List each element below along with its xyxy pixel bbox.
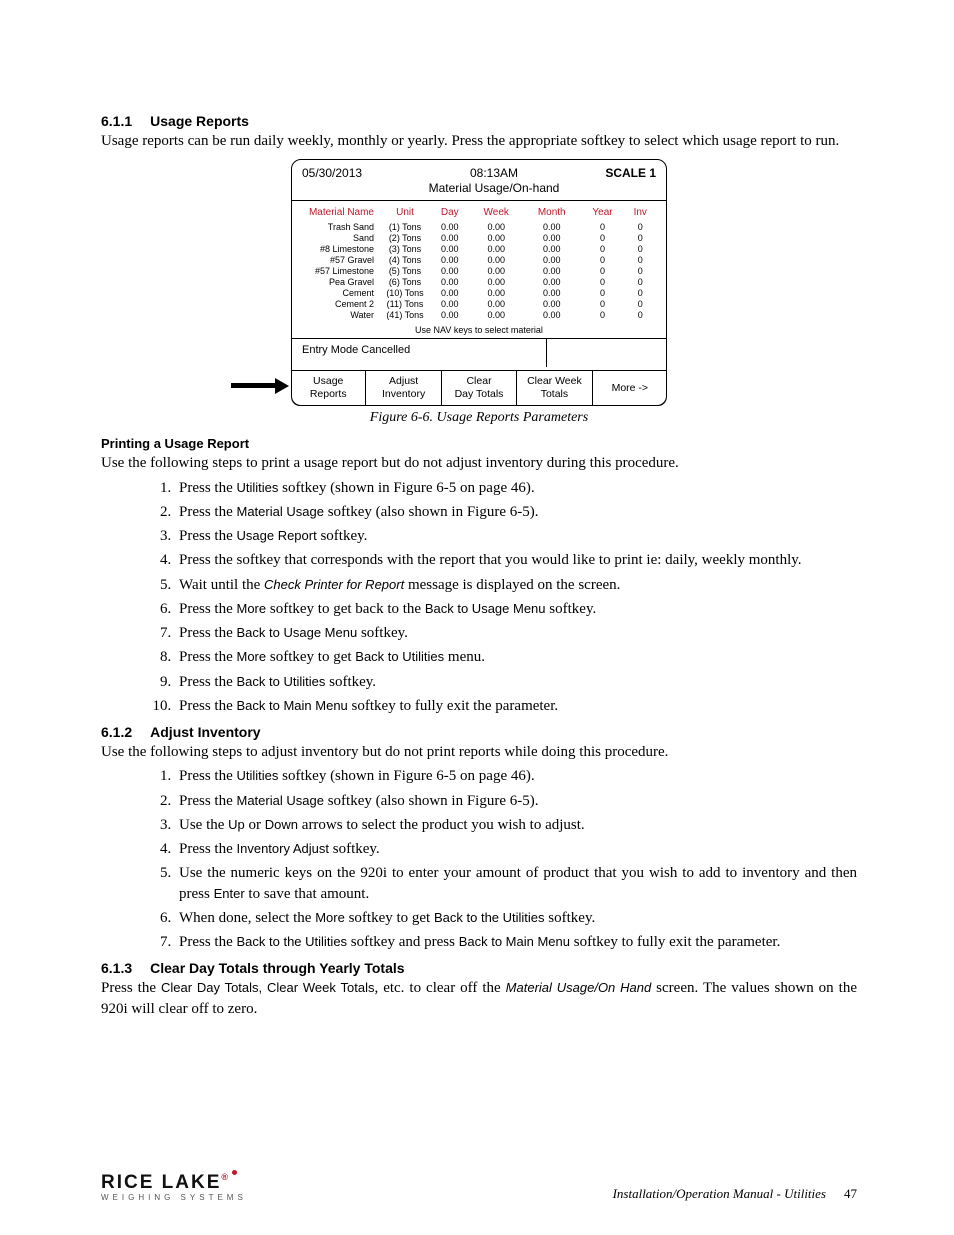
list-item: Press the More softkey to get back to th… <box>175 599 857 619</box>
nav-hint: Use NAV keys to select material <box>302 325 656 335</box>
table-row: Trash Sand(1) Tons0.000.000.0000 <box>302 221 656 232</box>
adjust-intro: Use the following steps to adjust invent… <box>101 742 857 762</box>
section-num: 6.1.2 <box>101 724 132 740</box>
entry-box <box>546 339 666 367</box>
list-item: Press the Inventory Adjust softkey. <box>175 839 857 859</box>
section-title: Clear Day Totals through Yearly Totals <box>150 960 404 976</box>
rice-lake-logo: RICE LAKE® WEIGHING SYSTEMS <box>101 1173 247 1202</box>
col-header: Month <box>523 207 581 221</box>
list-item: Press the More softkey to get Back to Ut… <box>175 647 857 667</box>
page-number: 47 <box>844 1186 857 1201</box>
softkey-button[interactable]: UsageReports <box>291 371 365 406</box>
table-row: #8 Limestone(3) Tons0.000.000.0000 <box>302 243 656 254</box>
table-row: Cement(10) Tons0.000.000.0000 <box>302 287 656 298</box>
callout-arrow-icon <box>231 380 289 390</box>
list-item: Press the Material Usage softkey (also s… <box>175 502 857 522</box>
screen-date: 05/30/2013 <box>302 166 392 180</box>
list-item: Press the Back to Usage Menu softkey. <box>175 623 857 643</box>
table-row: Pea Gravel(6) Tons0.000.000.0000 <box>302 276 656 287</box>
entry-mode-label: Entry Mode Cancelled <box>302 344 546 356</box>
col-header: Day <box>430 207 470 221</box>
print-intro: Use the following steps to print a usage… <box>101 453 857 473</box>
list-item: Press the Back to Main Menu softkey to f… <box>175 696 857 716</box>
footer-right: Installation/Operation Manual - Utilitie… <box>613 1186 857 1202</box>
list-item: Press the Back to Utilities softkey. <box>175 672 857 692</box>
list-item: Press the Material Usage softkey (also s… <box>175 791 857 811</box>
list-item: Press the Utilities softkey (shown in Fi… <box>175 478 857 498</box>
col-header: Unit <box>380 207 430 221</box>
table-row: Cement 2(11) Tons0.000.000.0000 <box>302 298 656 309</box>
section-heading-613: 6.1.3 Clear Day Totals through Yearly Tot… <box>101 960 857 976</box>
list-item: Press the Utilities softkey (shown in Fi… <box>175 766 857 786</box>
brand-tagline: WEIGHING SYSTEMS <box>101 1193 247 1202</box>
list-item: Press the Usage Report softkey. <box>175 526 857 546</box>
softkey-row: UsageReportsAdjustInventoryClearDay Tota… <box>291 370 667 406</box>
screen-time: 08:13AM <box>470 166 518 180</box>
page-footer: RICE LAKE® WEIGHING SYSTEMS Installation… <box>101 1173 857 1202</box>
screen-title: Material Usage/On-hand <box>429 181 560 195</box>
section-heading-612: 6.1.2 Adjust Inventory <box>101 724 857 740</box>
section-heading-611: 6.1.1 Usage Reports <box>101 113 857 129</box>
screen-scale: SCALE 1 <box>596 166 656 180</box>
col-header: Inv <box>625 207 657 221</box>
section-title: Usage Reports <box>150 113 249 129</box>
list-item: Wait until the Check Printer for Report … <box>175 575 857 595</box>
section-num: 6.1.1 <box>101 113 132 129</box>
section-num: 6.1.3 <box>101 960 132 976</box>
section-title: Adjust Inventory <box>150 724 260 740</box>
brand-text: RICE LAKE <box>101 1172 221 1193</box>
list-item: Use the Up or Down arrows to select the … <box>175 815 857 835</box>
softkey-button[interactable]: ClearDay Totals <box>441 371 516 406</box>
table-row: Sand(2) Tons0.000.000.0000 <box>302 232 656 243</box>
list-item: Press the softkey that corresponds with … <box>175 550 857 570</box>
adjust-steps: Press the Utilities softkey (shown in Fi… <box>101 766 857 952</box>
clear-para: Press the Clear Day Totals, Clear Week T… <box>101 978 857 1019</box>
manual-title: Installation/Operation Manual - Utilitie… <box>613 1186 826 1201</box>
divider <box>292 200 666 201</box>
list-item: Use the numeric keys on the 920i to ente… <box>175 863 857 904</box>
figure-6-6: 05/30/2013 08:13AM Material Usage/On-han… <box>291 159 667 406</box>
softkey-button[interactable]: Clear WeekTotals <box>516 371 591 406</box>
table-row: #57 Limestone(5) Tons0.000.000.0000 <box>302 265 656 276</box>
table-row: #57 Gravel(4) Tons0.000.000.0000 <box>302 254 656 265</box>
entry-mode-row: Entry Mode Cancelled <box>292 338 666 370</box>
print-steps: Press the Utilities softkey (shown in Fi… <box>101 478 857 717</box>
scale-screen: 05/30/2013 08:13AM Material Usage/On-han… <box>291 159 667 406</box>
subheading-print: Printing a Usage Report <box>101 436 857 451</box>
list-item: When done, select the More softkey to ge… <box>175 908 857 928</box>
intro-para: Usage reports can be run daily weekly, m… <box>101 131 857 151</box>
col-header: Week <box>470 207 523 221</box>
figure-caption: Figure 6-6. Usage Reports Parameters <box>101 410 857 426</box>
softkey-button[interactable]: AdjustInventory <box>365 371 440 406</box>
softkey-button[interactable]: More -> <box>592 371 667 406</box>
col-header: Material Name <box>302 207 380 221</box>
table-row: Water(41) Tons0.000.000.0000 <box>302 309 656 320</box>
registered-icon: ® <box>221 1172 230 1182</box>
material-table: Material NameUnitDayWeekMonthYearInv Tra… <box>302 207 656 320</box>
list-item: Press the Back to the Utilities softkey … <box>175 932 857 952</box>
col-header: Year <box>581 207 625 221</box>
